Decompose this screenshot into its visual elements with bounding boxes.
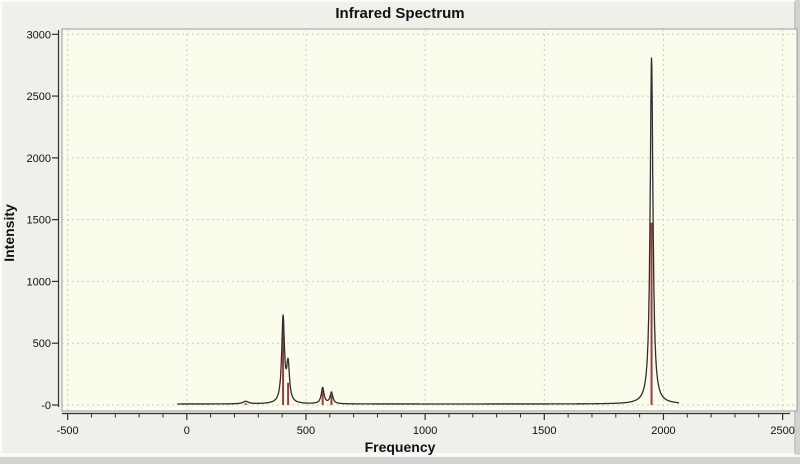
plot-canvas — [61, 28, 798, 412]
y-tick-label: 1500 — [27, 215, 51, 227]
y-tick-label: 500 — [33, 338, 51, 350]
x-tick-label: 0 — [184, 425, 190, 437]
axes — [52, 30, 790, 420]
panel-bottom-bevel — [0, 455, 800, 464]
tick-labels: 3000 2500 2000 1500 1000 500 -0 -500 0 500 1000 150… — [27, 29, 795, 437]
y-tick-label: -0 — [41, 400, 51, 412]
ir-curve — [176, 57, 680, 405]
x-tick-label: 1000 — [413, 425, 437, 437]
x-axis-title: Frequency — [365, 439, 436, 455]
y-axis-title: Intensity — [1, 204, 17, 262]
x-tick-label: 2000 — [651, 425, 675, 437]
gridlines — [62, 29, 797, 411]
x-tick-label: -500 — [57, 425, 79, 437]
y-tick-label: 2000 — [27, 153, 51, 165]
x-tick-label: 500 — [297, 425, 315, 437]
spectrum-layer — [176, 57, 680, 405]
x-tick-label: 2500 — [770, 425, 794, 437]
x-tick-label: 1500 — [532, 425, 556, 437]
y-tick-label: 3000 — [27, 29, 51, 41]
y-tick-label: 2500 — [27, 91, 51, 103]
y-tick-label: 1000 — [27, 276, 51, 288]
chart-title: Infrared Spectrum — [335, 5, 464, 22]
